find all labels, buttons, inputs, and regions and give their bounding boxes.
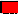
FancyBboxPatch shape [8,3,9,4]
FancyBboxPatch shape [7,4,8,5]
FancyBboxPatch shape [8,2,9,3]
FancyBboxPatch shape [8,9,9,10]
FancyBboxPatch shape [8,8,9,9]
FancyBboxPatch shape [8,7,9,8]
FancyBboxPatch shape [8,6,9,7]
FancyBboxPatch shape [8,10,9,11]
FancyBboxPatch shape [8,5,9,6]
